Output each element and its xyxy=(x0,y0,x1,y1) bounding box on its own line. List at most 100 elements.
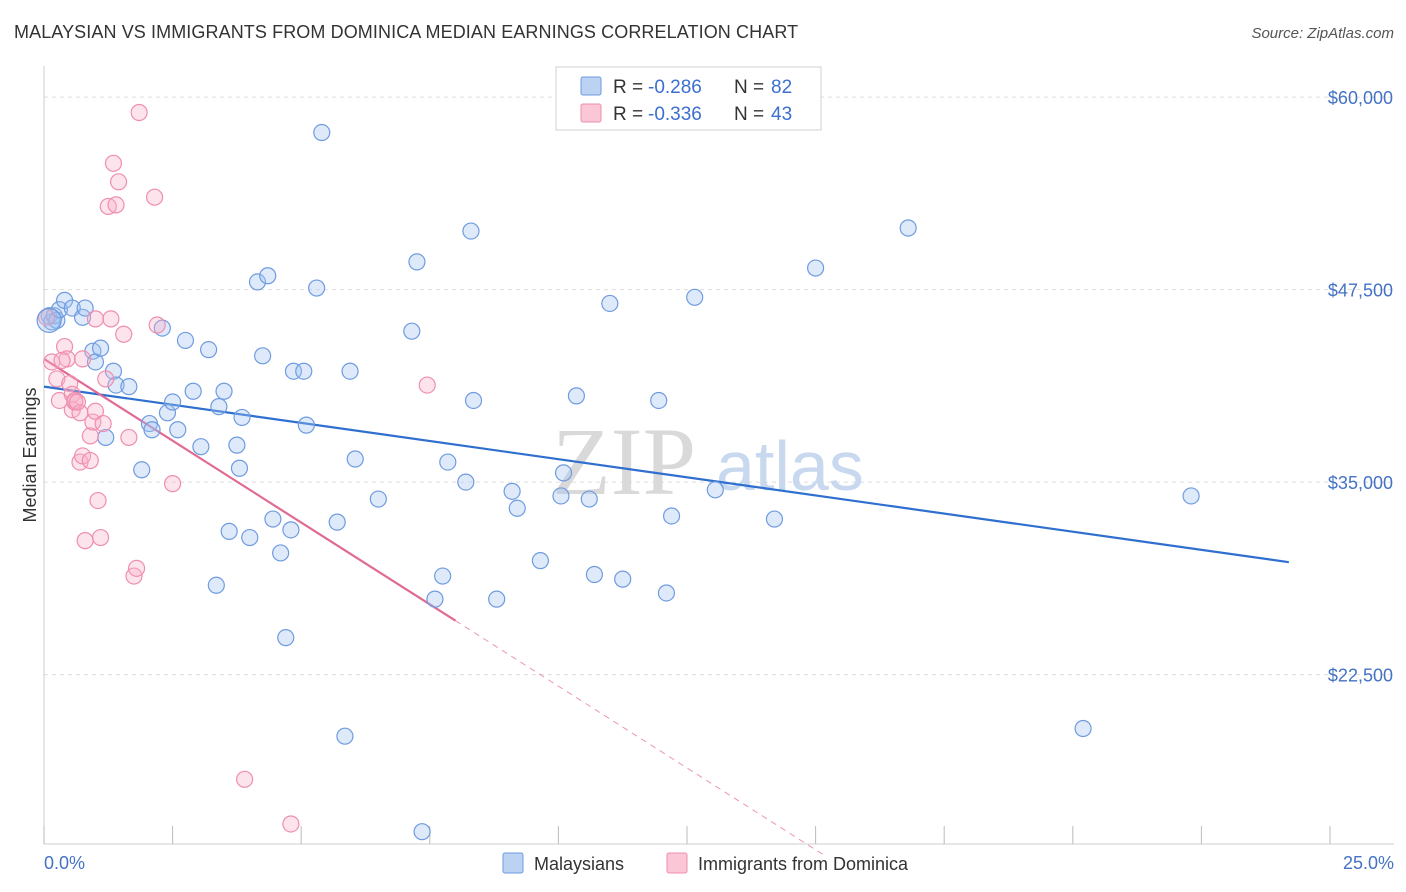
malaysians-point xyxy=(413,823,431,841)
malaysians-point xyxy=(158,404,177,422)
dominica-point xyxy=(81,451,99,470)
malaysians-point xyxy=(192,438,210,456)
malaysians-point xyxy=(143,421,161,439)
series-legend-swatch-dominica xyxy=(666,852,688,874)
malaysians-point xyxy=(426,590,444,608)
dominica-point xyxy=(37,308,56,326)
dominica-point xyxy=(61,374,79,393)
dominica-trend-line xyxy=(43,357,457,622)
malaysians-point xyxy=(176,331,195,350)
dominica-point xyxy=(73,350,92,368)
malaysians-point xyxy=(164,393,182,411)
legend-r-label: R = xyxy=(613,104,643,125)
malaysians-point xyxy=(264,510,282,528)
malaysians-point xyxy=(313,123,331,142)
malaysians-point xyxy=(531,552,549,570)
trend-lines xyxy=(43,357,1290,857)
malaysians-point xyxy=(76,299,94,317)
malaysians-point xyxy=(254,347,272,365)
malaysians-point xyxy=(153,319,171,337)
malaysians-point xyxy=(272,544,290,562)
malaysians-point xyxy=(295,362,313,380)
y-tick-label: $47,500 xyxy=(1328,281,1393,301)
malaysians-trend-line xyxy=(43,385,1290,564)
malaysians-point xyxy=(308,279,326,297)
dominica-point xyxy=(97,370,115,388)
x-tick-label-max: 25.0% xyxy=(1343,853,1394,873)
dominica-point xyxy=(148,316,166,334)
malaysians-point xyxy=(297,416,315,434)
dominica-trend-extension xyxy=(455,620,827,857)
dominica-point xyxy=(130,103,148,122)
dominica-point xyxy=(94,414,112,433)
malaysians-point xyxy=(806,259,825,277)
malaysians-point xyxy=(184,382,202,400)
malaysians-point xyxy=(91,339,110,357)
malaysians-point xyxy=(215,382,233,400)
series-legend-malaysians: Malaysians xyxy=(534,854,624,874)
dominica-point xyxy=(164,475,182,493)
malaysians-point xyxy=(439,453,457,471)
malaysians-point xyxy=(120,378,138,396)
x-tick-label-min: 0.0% xyxy=(44,853,85,873)
malaysians-point xyxy=(328,513,346,531)
malaysians-point xyxy=(508,499,526,517)
malaysians-point xyxy=(282,521,300,539)
source-credit: Source: ZipAtlas.com xyxy=(1251,25,1394,42)
malaysians-point xyxy=(97,428,115,447)
dominica-point xyxy=(91,528,110,547)
malaysians-point xyxy=(200,341,218,359)
malaysians-point xyxy=(277,629,295,647)
malaysians-point xyxy=(686,288,704,306)
dominica-point xyxy=(145,188,164,206)
dominica-point xyxy=(418,376,436,394)
malaysians-point xyxy=(169,421,187,439)
dominica-point xyxy=(89,491,107,510)
malaysians-point xyxy=(346,450,364,468)
dominica-point xyxy=(282,815,300,833)
series-legend-dominica: Immigrants from Dominica xyxy=(698,854,909,874)
malaysians-point xyxy=(554,464,573,482)
series-legend: Malaysians Immigrants from Dominica xyxy=(502,852,909,874)
malaysians-point xyxy=(210,398,228,416)
malaysians-point xyxy=(241,528,259,547)
malaysians-point xyxy=(706,481,724,499)
malaysians-point xyxy=(552,487,570,505)
malaysians-point xyxy=(336,727,354,745)
malaysians-point xyxy=(899,219,917,237)
malaysians-point xyxy=(488,590,506,608)
legend-n-label: N = xyxy=(734,104,764,125)
series-legend-swatch-malaysians xyxy=(502,852,524,874)
dominica-point xyxy=(236,770,254,788)
legend-n-value-malaysians: 82 xyxy=(771,77,792,98)
legend-r-label: R = xyxy=(613,77,643,98)
dominica-point xyxy=(68,393,87,411)
malaysians-point xyxy=(233,408,251,427)
legend-swatch-dominica xyxy=(580,103,602,123)
malaysians-point xyxy=(765,510,784,528)
dominica-point xyxy=(109,173,128,191)
malaysians-point xyxy=(503,482,521,500)
y-tick-label: $22,500 xyxy=(1328,666,1393,686)
malaysians-point xyxy=(259,267,277,285)
legend-swatch-malaysians xyxy=(580,76,602,96)
dominica-point xyxy=(120,428,138,447)
gridlines xyxy=(44,96,1394,676)
legend-r-value-malaysians: -0.286 xyxy=(648,77,702,98)
dominica-point xyxy=(81,427,99,445)
dominica-point xyxy=(115,325,133,343)
malaysians-cluster-point xyxy=(36,307,62,333)
malaysians-point xyxy=(107,376,125,394)
malaysians-point xyxy=(614,570,632,588)
malaysians-point xyxy=(434,567,452,585)
dominica-point xyxy=(86,310,105,328)
malaysians-point xyxy=(1074,719,1092,738)
dominica-point xyxy=(127,559,146,577)
tick-labels: $22,500 $35,000 $47,500 $60,000 0.0% 25.0% xyxy=(44,88,1394,873)
malaysians-point xyxy=(220,522,238,540)
malaysians-point xyxy=(650,391,668,410)
malaysians-point xyxy=(133,461,151,479)
y-tick-label: $35,000 xyxy=(1328,473,1393,493)
malaysians-point xyxy=(580,490,598,508)
